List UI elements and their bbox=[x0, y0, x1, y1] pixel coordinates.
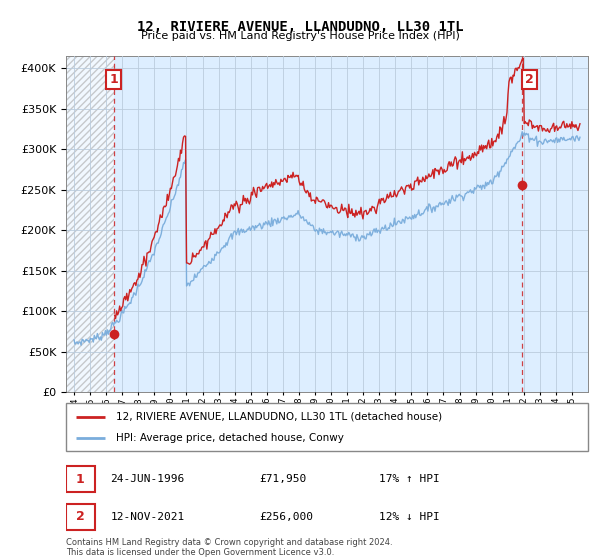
Text: 2: 2 bbox=[76, 510, 85, 524]
Text: 2: 2 bbox=[526, 73, 534, 86]
Text: 1: 1 bbox=[76, 473, 85, 486]
Text: 1: 1 bbox=[109, 73, 118, 86]
Text: Price paid vs. HM Land Registry's House Price Index (HPI): Price paid vs. HM Land Registry's House … bbox=[140, 31, 460, 41]
Text: 12, RIVIERE AVENUE, LLANDUDNO, LL30 1TL (detached house): 12, RIVIERE AVENUE, LLANDUDNO, LL30 1TL … bbox=[116, 412, 442, 422]
FancyBboxPatch shape bbox=[66, 504, 95, 530]
FancyBboxPatch shape bbox=[66, 403, 588, 451]
Text: 12, RIVIERE AVENUE, LLANDUDNO, LL30 1TL: 12, RIVIERE AVENUE, LLANDUDNO, LL30 1TL bbox=[137, 20, 463, 34]
Text: 24-JUN-1996: 24-JUN-1996 bbox=[110, 474, 185, 484]
Text: 12% ↓ HPI: 12% ↓ HPI bbox=[379, 512, 440, 522]
Bar bbox=[66, 56, 114, 392]
Text: Contains HM Land Registry data © Crown copyright and database right 2024.
This d: Contains HM Land Registry data © Crown c… bbox=[66, 538, 392, 557]
Text: 12-NOV-2021: 12-NOV-2021 bbox=[110, 512, 185, 522]
Text: £256,000: £256,000 bbox=[259, 512, 313, 522]
Text: 17% ↑ HPI: 17% ↑ HPI bbox=[379, 474, 440, 484]
Text: £71,950: £71,950 bbox=[259, 474, 307, 484]
Text: HPI: Average price, detached house, Conwy: HPI: Average price, detached house, Conw… bbox=[116, 433, 343, 444]
FancyBboxPatch shape bbox=[66, 466, 95, 492]
